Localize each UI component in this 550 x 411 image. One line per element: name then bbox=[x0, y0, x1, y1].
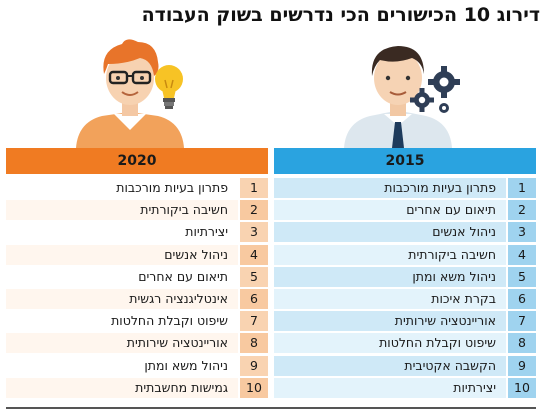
column-header-2015: 2015 bbox=[274, 148, 536, 174]
list-item: ניהול אנשים 3 bbox=[274, 222, 536, 243]
skill-label: ניהול משא ומתן bbox=[6, 355, 238, 376]
list-item: תיאום עם אחרים 5 bbox=[6, 266, 268, 287]
rank-number: 10 bbox=[508, 377, 536, 398]
list-item: חשיבה ביקורתית 2 bbox=[6, 200, 268, 221]
rank-number: 4 bbox=[240, 244, 268, 265]
ranking-list-2015: פתרון בעיות מורכבות 1 תיאום עם אחרים 2 ניה… bbox=[274, 178, 536, 398]
skill-label: יצירתיות bbox=[6, 222, 238, 243]
skill-label: תיאום עם אחרים bbox=[6, 266, 238, 287]
ranking-column-2020: 2020 פתרון בעיות מורכבות 1 חשיבה ביקורתית… bbox=[6, 148, 268, 400]
skill-label: שיפוט וקבלת החלטות bbox=[274, 333, 506, 354]
rank-number: 8 bbox=[240, 333, 268, 354]
list-item: אינטליגנציה רגשית 6 bbox=[6, 288, 268, 309]
gears-icon bbox=[410, 66, 460, 113]
skill-label: אוריינטציה שירותית bbox=[6, 333, 238, 354]
rank-number: 6 bbox=[240, 288, 268, 309]
rank-number: 9 bbox=[508, 355, 536, 376]
skill-label: אוריינטציה שירותית bbox=[274, 311, 506, 332]
rank-number: 9 bbox=[240, 355, 268, 376]
rank-number: 7 bbox=[508, 311, 536, 332]
list-item: פתרון בעיות מורכבות 1 bbox=[274, 178, 536, 198]
man-with-glasses-icon bbox=[76, 39, 184, 148]
rank-number: 1 bbox=[508, 178, 536, 198]
rank-number: 8 bbox=[508, 333, 536, 354]
rank-number: 6 bbox=[508, 288, 536, 309]
skill-label: בקרת איכות bbox=[274, 288, 506, 309]
rank-number: 3 bbox=[240, 222, 268, 243]
rank-number: 10 bbox=[240, 377, 268, 398]
list-item: שיפוט וקבלת החלטות 8 bbox=[274, 333, 536, 354]
page-title: דירוג 10 הכישורים הכי נדרשים בשוק העבודה bbox=[141, 4, 540, 26]
column-header-2020: 2020 bbox=[6, 148, 268, 174]
list-item: אוריינטציה שירותית 7 bbox=[274, 311, 536, 332]
skill-label: גמישות מחשבתית bbox=[6, 377, 238, 398]
rank-number: 4 bbox=[508, 244, 536, 265]
man-with-tie-icon bbox=[344, 46, 452, 148]
skill-label: ניהול אנשים bbox=[6, 244, 238, 265]
skill-label: תיאום עם אחרים bbox=[274, 200, 506, 221]
ranking-list-2020: פתרון בעיות מורכבות 1 חשיבה ביקורתית 2 יצי… bbox=[6, 178, 268, 398]
skill-label: חשיבה ביקורתית bbox=[274, 244, 506, 265]
skill-label: ניהול משא ומתן bbox=[274, 266, 506, 287]
rank-number: 5 bbox=[240, 266, 268, 287]
rank-number: 2 bbox=[508, 200, 536, 221]
skill-label: הקשבה אקטיבית bbox=[274, 355, 506, 376]
ranking-column-2015: 2015 פתרון בעיות מורכבות 1 תיאום עם אחרים… bbox=[274, 148, 536, 400]
list-item: ניהול משא ומתן 5 bbox=[274, 266, 536, 287]
list-item: חשיבה ביקורתית 4 bbox=[274, 244, 536, 265]
list-item: ניהול אנשים 4 bbox=[6, 244, 268, 265]
skill-label: יצירתיות bbox=[274, 377, 506, 398]
bottom-divider bbox=[6, 407, 536, 409]
rank-number: 1 bbox=[240, 178, 268, 198]
skill-label: חשיבה ביקורתית bbox=[6, 200, 238, 221]
rank-number: 3 bbox=[508, 222, 536, 243]
list-item: בקרת איכות 6 bbox=[274, 288, 536, 309]
skill-label: ניהול אנשים bbox=[274, 222, 506, 243]
rank-number: 2 bbox=[240, 200, 268, 221]
skill-label: אינטליגנציה רגשית bbox=[6, 288, 238, 309]
skill-label: פתרון בעיות מורכבות bbox=[6, 178, 238, 198]
list-item: אוריינטציה שירותית 8 bbox=[6, 333, 268, 354]
list-item: שיפוט וקבלת החלטות 7 bbox=[6, 311, 268, 332]
list-item: הקשבה אקטיבית 9 bbox=[274, 355, 536, 376]
list-item: יצירתיות 10 bbox=[274, 377, 536, 398]
lightbulb-icon bbox=[155, 65, 183, 109]
rank-number: 7 bbox=[240, 311, 268, 332]
rank-number: 5 bbox=[508, 266, 536, 287]
skill-label: פתרון בעיות מורכבות bbox=[274, 178, 506, 198]
list-item: פתרון בעיות מורכבות 1 bbox=[6, 178, 268, 198]
list-item: גמישות מחשבתית 10 bbox=[6, 377, 268, 398]
list-item: יצירתיות 3 bbox=[6, 222, 268, 243]
list-item: תיאום עם אחרים 2 bbox=[274, 200, 536, 221]
skill-label: שיפוט וקבלת החלטות bbox=[6, 311, 238, 332]
list-item: ניהול משא ומתן 9 bbox=[6, 355, 268, 376]
